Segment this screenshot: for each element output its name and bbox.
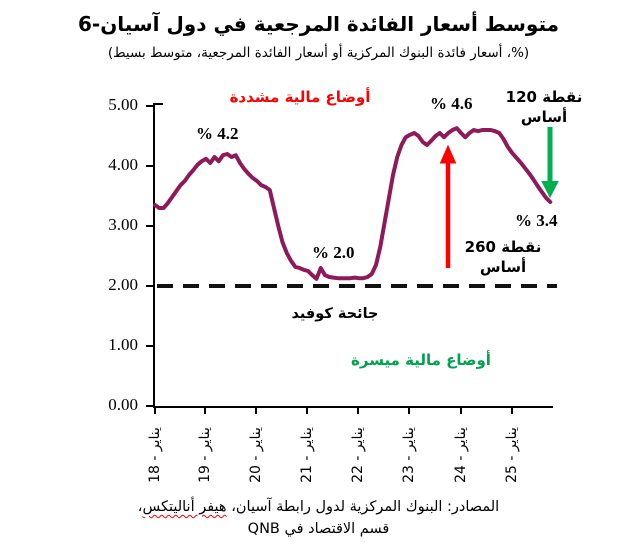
- y-axis-ticks: [146, 103, 163, 407]
- hike-basis-points-label: 260 نقطة أساس: [457, 237, 549, 278]
- value-label-4-6: % 4.6: [430, 94, 473, 113]
- y-tick-label-1: 1.00: [108, 335, 138, 354]
- source-line2: قسم الاقتصاد في QNB: [247, 521, 390, 538]
- cut-bp-line1: 120 نقطة: [505, 88, 583, 106]
- value-label-3-4: % 3.4: [515, 211, 558, 230]
- y-tick-label-0: 0.00: [108, 395, 138, 414]
- y-tick-label-2: 2.00: [108, 275, 138, 294]
- value-label-4-2: % 4.2: [196, 124, 239, 143]
- hike-bp-line1: 260 نقطة: [464, 238, 542, 256]
- chart-subtitle: (%، أسعار فائدة البنوك المركزية أو أسعار…: [107, 45, 530, 61]
- tight-conditions-label: أوضاع مالية مشددة: [229, 88, 371, 106]
- cut-basis-points-label: 120 نقطة أساس: [498, 87, 590, 128]
- easy-conditions-label: أوضاع مالية ميسرة: [351, 351, 491, 369]
- covid-pandemic-label: جائحة كوفيد: [291, 306, 379, 322]
- x-tick-label-jan25: يناير - 25: [503, 427, 520, 483]
- source-line1: المصادر: البنوك المركزية لدول رابطة آسيا…: [137, 499, 500, 515]
- y-tick-label-5: 5.00: [108, 95, 138, 114]
- y-tick-label-4: 4.00: [108, 155, 138, 174]
- value-label-2-0: % 2.0: [312, 243, 355, 262]
- chart-title: متوسط أسعار الفائدة المرجعية في دول آسيا…: [77, 12, 559, 36]
- x-axis-ticks: [154, 407, 513, 414]
- cut-bp-line2: أساس: [520, 108, 568, 127]
- rate-hike-up-arrow-icon: [439, 144, 457, 268]
- y-tick-label-3: 3.00: [108, 215, 138, 234]
- rate-cut-down-arrow-icon: [541, 127, 559, 199]
- source-note: المصادر: البنوك المركزية لدول رابطة آسيا…: [0, 496, 637, 541]
- hike-bp-line2: أساس: [479, 258, 527, 277]
- rate-line: [153, 126, 553, 281]
- source-highlighted-term: هيفر أناليتكس: [142, 499, 227, 515]
